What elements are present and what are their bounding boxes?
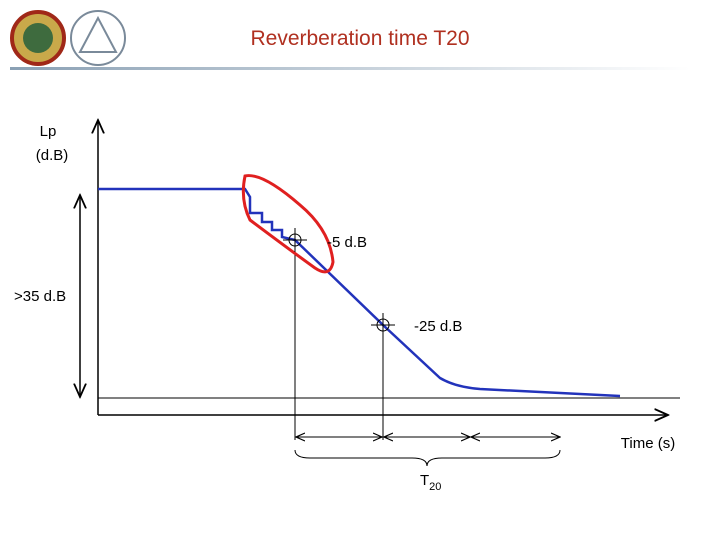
result-symbol: T bbox=[420, 472, 429, 489]
logos bbox=[10, 10, 126, 66]
second-point-label: -25 d.B bbox=[414, 318, 462, 335]
title: Reverberation time T20 bbox=[250, 27, 469, 50]
y-label-line2: (d.B) bbox=[36, 147, 69, 164]
range-label: >35 d.B bbox=[14, 288, 66, 305]
first-point-label: -5 d.B bbox=[327, 234, 367, 251]
markers bbox=[283, 228, 395, 337]
result-subscript: 20 bbox=[429, 481, 441, 493]
axes bbox=[80, 120, 680, 467]
y-label-line1: Lp bbox=[40, 123, 57, 140]
decay-curve bbox=[98, 187, 621, 398]
highlight-loop bbox=[241, 174, 335, 274]
x-label: Time (s) bbox=[621, 435, 675, 452]
result-label: T20 bbox=[420, 472, 441, 493]
header-rule bbox=[10, 67, 690, 70]
